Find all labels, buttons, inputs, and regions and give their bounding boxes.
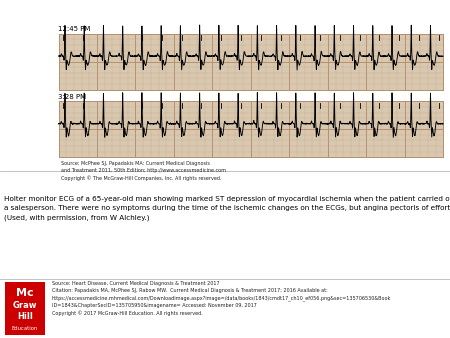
Text: 3:28 PM: 3:28 PM [58,94,86,100]
FancyBboxPatch shape [58,101,443,157]
FancyBboxPatch shape [4,282,45,335]
Text: 12:45 PM: 12:45 PM [58,26,91,32]
FancyBboxPatch shape [58,34,443,90]
Text: Source: Heart Disease, Current Medical Diagnosis & Treatment 2017
Citation: Papa: Source: Heart Disease, Current Medical D… [52,281,391,316]
Text: Holter monitor ECG of a 65-year-old man showing marked ST depression of myocardi: Holter monitor ECG of a 65-year-old man … [4,196,450,220]
Text: Hill: Hill [17,312,33,321]
Text: Graw: Graw [13,301,37,310]
Text: Source: McPhee SJ, Papadakis MA: Current Medical Diagnosis
and Treatment 2011, 5: Source: McPhee SJ, Papadakis MA: Current… [61,161,226,181]
Text: Education: Education [12,326,38,331]
Text: Mc: Mc [16,288,34,298]
